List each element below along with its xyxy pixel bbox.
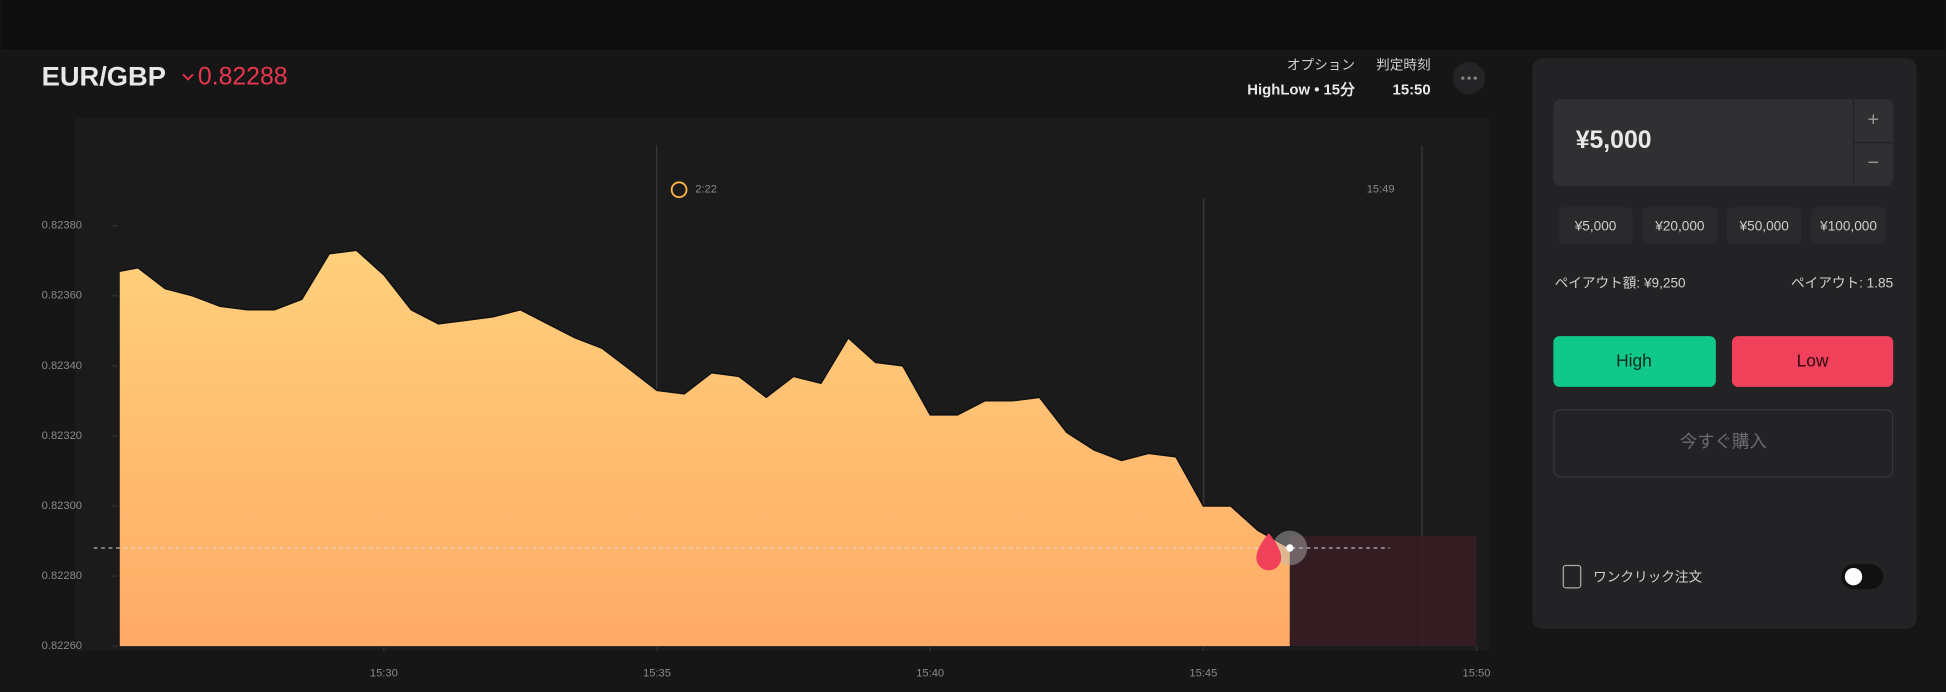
buy-now-button[interactable] [1553, 409, 1894, 478]
one-click-label: ワンクリック注文 [1593, 570, 1702, 585]
expiry-value: 15:50 [1393, 82, 1431, 98]
more-button[interactable] [1452, 62, 1486, 95]
preset-button[interactable] [1558, 207, 1633, 245]
y-tick-label: 0.82380 [42, 220, 82, 232]
low-zone [1289, 535, 1477, 647]
y-tick-label: 0.82340 [42, 360, 82, 372]
y-tick-label: 0.82320 [42, 430, 82, 442]
minus-button[interactable]: − [1868, 152, 1880, 174]
amount: ¥5,000 [1576, 127, 1652, 154]
order-panel [1532, 58, 1917, 629]
trade-marker [1256, 533, 1282, 571]
y-tick-label: 0.82280 [42, 570, 82, 582]
preset-button[interactable] [1642, 207, 1718, 245]
countdown: 2:22 [695, 184, 717, 196]
low-button[interactable] [1731, 336, 1894, 387]
deadline: 15:49 [1367, 184, 1395, 196]
preset-button[interactable] [1811, 207, 1886, 245]
y-tick-label: 0.82260 [42, 640, 82, 652]
price-line [119, 249, 1291, 549]
amount-input[interactable] [1553, 99, 1894, 187]
top-bar [0, 0, 1946, 50]
x-tick-label: 15:50 [1463, 667, 1491, 679]
countdown-ring [670, 181, 688, 199]
preset-label: ¥50,000 [1739, 219, 1790, 234]
price-area [119, 250, 1290, 647]
y-tick-label: 0.82300 [42, 500, 82, 512]
x-tick-label: 15:45 [1189, 667, 1217, 679]
option-label: オプション [1287, 57, 1355, 72]
preset-button[interactable] [1727, 207, 1802, 245]
buy-now-label: 今すぐ購入 [1680, 431, 1767, 451]
y-tick-label: 0.82360 [42, 290, 82, 302]
chart: 0.82260 0.82280 0.82300 0.82320 0.82340 0.823… [42, 145, 1491, 679]
one-click-icon [1562, 564, 1582, 589]
current-point [1286, 544, 1294, 552]
plus-button[interactable]: + [1868, 109, 1880, 131]
preset-label: ¥5,000 [1574, 219, 1617, 234]
high-button[interactable] [1553, 336, 1716, 387]
preset-label: ¥100,000 [1819, 219, 1877, 234]
price: 0.82288 [198, 64, 288, 91]
x-tick-label: 15:40 [916, 667, 944, 679]
pair: EUR/GBP [42, 60, 166, 91]
payout-amount: ペイアウト額: ¥9,250 [1555, 276, 1686, 291]
x-tick-label: 15:30 [370, 667, 398, 679]
expiry-label: 判定時刻 [1376, 57, 1431, 72]
down-arrow [182, 73, 194, 81]
high-label: High [1616, 351, 1652, 371]
x-tick-label: 15:35 [643, 667, 671, 679]
low-label: Low [1797, 351, 1829, 371]
option-value: HighLow • 15分 [1247, 81, 1355, 98]
one-click-toggle[interactable] [1841, 564, 1884, 590]
preset-label: ¥20,000 [1654, 219, 1705, 234]
payout-rate: ペイアウト: 1.85 [1791, 276, 1893, 291]
